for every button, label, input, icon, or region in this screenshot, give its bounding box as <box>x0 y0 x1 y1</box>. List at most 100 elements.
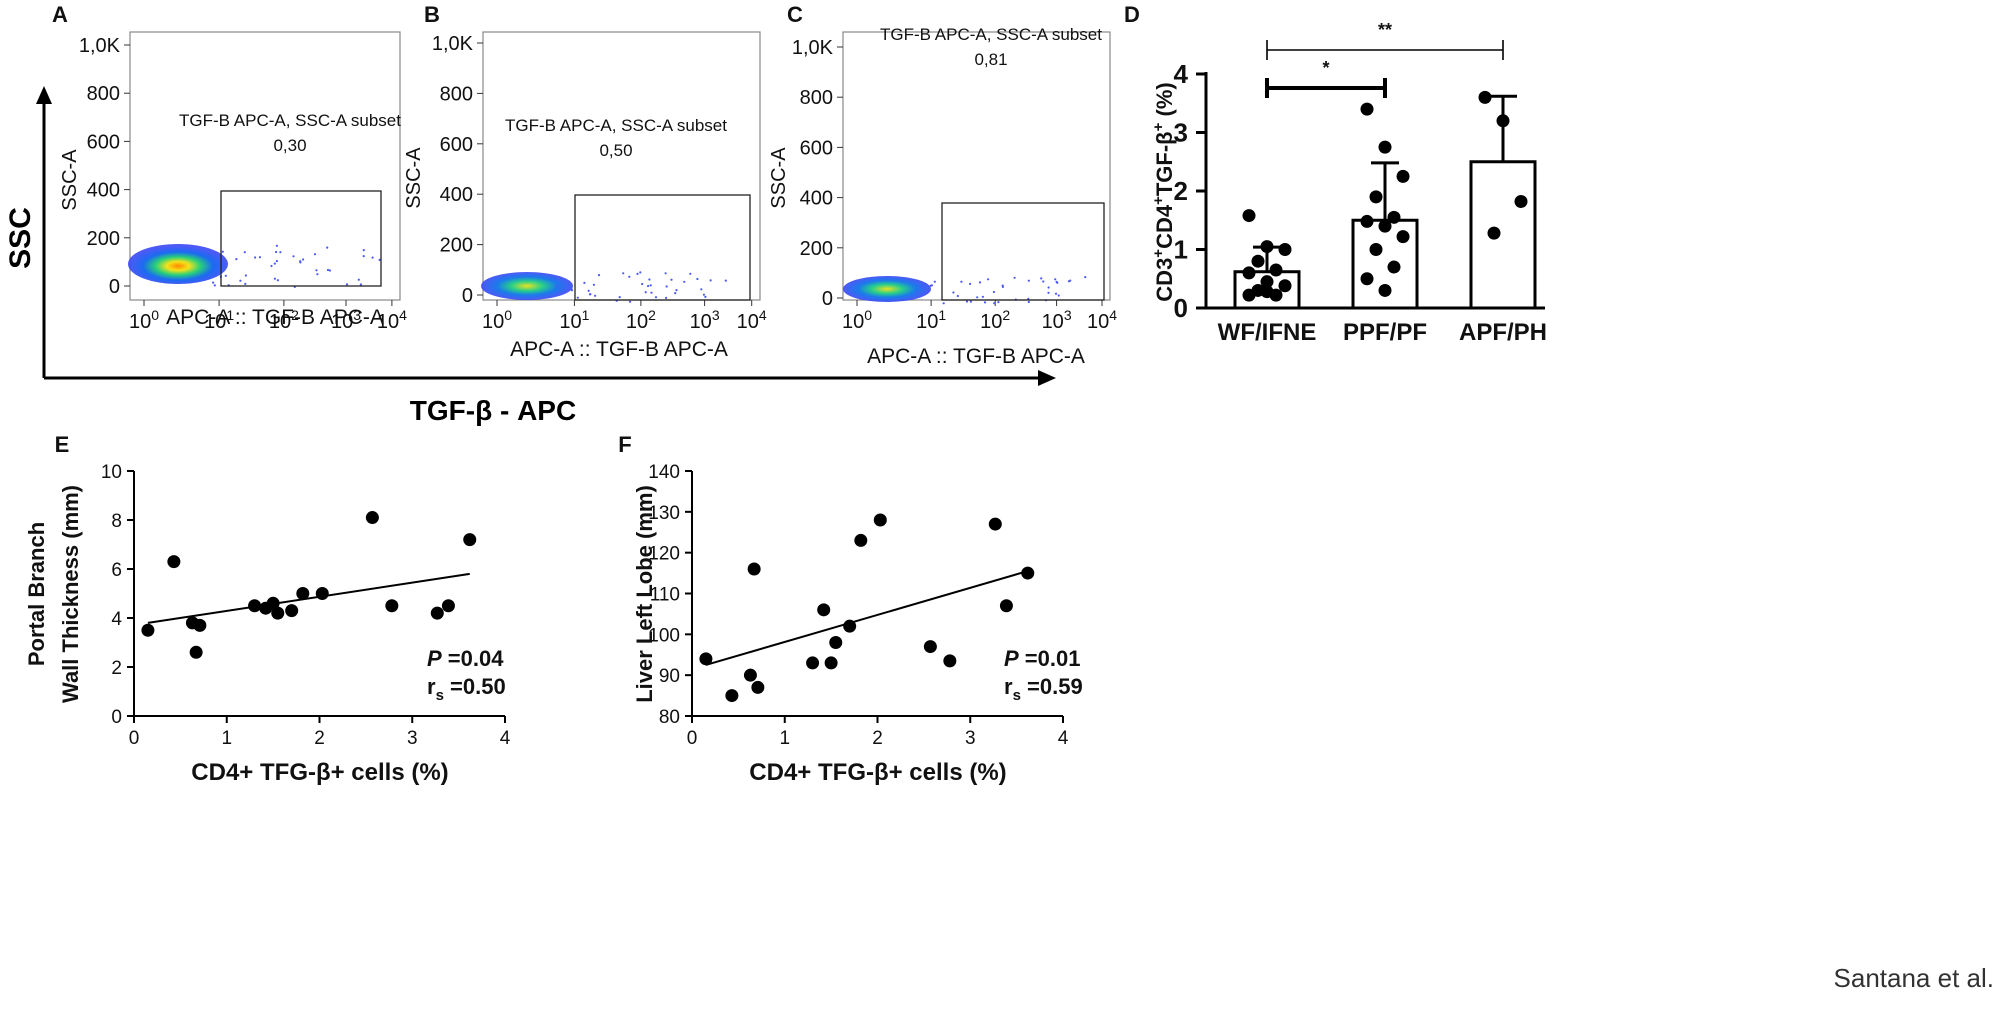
y-tick-label: 200 <box>87 228 120 250</box>
data-point <box>923 640 937 654</box>
x-tick-exponent: 4 <box>399 307 407 323</box>
event-dot <box>362 249 365 252</box>
gate-label: TGF-B APC-A, SSC-A subset <box>505 116 727 135</box>
stat-p-value: P =0.04 <box>427 646 504 671</box>
gate-value: 0,81 <box>974 50 1007 69</box>
data-point <box>1478 90 1492 104</box>
event-dot <box>588 293 592 296</box>
data-point <box>988 517 1002 531</box>
data-point <box>285 604 299 618</box>
event-dot <box>275 250 278 254</box>
data-point <box>141 623 155 637</box>
event-dot <box>709 279 712 282</box>
event-dot <box>275 260 278 263</box>
x-tick-exponent: 3 <box>353 307 361 323</box>
event-dot <box>1047 291 1050 294</box>
event-dot <box>650 291 653 294</box>
event-dot <box>965 300 969 303</box>
event-dot <box>930 284 934 287</box>
y-tick-label: 80 <box>659 707 680 728</box>
event-dot <box>213 284 216 287</box>
data-point <box>1260 275 1274 289</box>
y-tick-label: 3 <box>1174 118 1188 148</box>
event-dot <box>378 258 381 261</box>
panel-letter-a: A <box>52 2 68 27</box>
stat-r-symbol: r <box>1004 674 1013 699</box>
event-dot <box>704 295 707 298</box>
y-tick-label: 100 <box>648 625 680 646</box>
y-tick-label: 800 <box>800 87 833 109</box>
y-tick-label: 130 <box>648 503 680 524</box>
scatter-panel-f: F 80 90 100 110 120 130 140 0 1 2 3 4 Liver Left Lobe… <box>618 432 1082 786</box>
x-tick-label: 103 <box>331 307 361 333</box>
y-tick-label: 120 <box>648 544 680 565</box>
event-dot <box>622 272 625 275</box>
gate-label: TGF-B APC-A, SSC-A subset <box>880 25 1102 44</box>
data-point <box>1496 114 1510 128</box>
event-dot <box>689 272 692 275</box>
x-tick-exponent: 4 <box>759 307 767 323</box>
x-tick-label: 0 <box>687 728 698 749</box>
panel-letter-c: C <box>787 2 803 27</box>
y-tick-label: 4 <box>111 609 122 630</box>
significance-label: ** <box>1378 20 1392 40</box>
event-dot <box>235 258 238 261</box>
data-point <box>1260 285 1274 299</box>
event-dot <box>960 280 963 283</box>
data-point <box>248 599 262 613</box>
y-axis-label: CD3+CD4+TGF-β+ (%) <box>1150 82 1177 301</box>
x-tick-label: 100 <box>482 307 512 333</box>
y-tick-label: 600 <box>87 131 120 153</box>
stat-r-subscript: s <box>436 687 444 704</box>
bar-apf-ph <box>1469 160 1537 310</box>
event-dot <box>244 274 247 277</box>
x-axis-label: APC-A :: TGF-B APC-A <box>510 338 728 361</box>
x-tick-label: 104 <box>737 307 767 333</box>
event-dot <box>976 296 979 299</box>
event-dot <box>292 255 295 258</box>
event-dot <box>315 269 318 272</box>
event-dot <box>649 284 652 287</box>
stat-r-text: =0.50 <box>444 674 506 699</box>
x-tick-base: 10 <box>916 311 938 333</box>
event-dot <box>345 283 349 286</box>
x-tick-label: 102 <box>626 307 656 333</box>
y-tick-label: 0 <box>822 288 833 310</box>
data-point <box>296 587 310 600</box>
event-dot <box>983 301 987 304</box>
data-point <box>1514 195 1528 209</box>
gate-label: TGF-B APC-A, SSC-A subset <box>179 111 401 130</box>
scatter-panel-e: E 0 2 4 6 8 10 0 1 2 3 4 Portal Branch Wall Thickness… <box>24 432 511 786</box>
event-dot <box>276 279 279 282</box>
y-tick-label: 1 <box>1174 235 1188 265</box>
y-tick-label: 6 <box>111 560 122 581</box>
event-dot <box>299 261 302 264</box>
event-dot <box>1084 276 1087 279</box>
event-dot <box>302 258 305 261</box>
stat-r-symbol: r <box>427 674 436 699</box>
x-tick-exponent: 0 <box>151 307 159 323</box>
x-tick-label: 2 <box>872 728 883 749</box>
event-dot <box>628 300 632 303</box>
x-tick-label: 101 <box>559 307 589 333</box>
stat-r-value: rs =0.59 <box>1004 674 1083 704</box>
y-tick-label: 0 <box>462 285 473 307</box>
panel-letter-f: F <box>618 432 631 457</box>
y-axis-label: Wall Thickness (mm) <box>58 485 83 703</box>
event-dot <box>724 279 727 282</box>
event-dot <box>978 281 982 284</box>
panel-letter-e: E <box>55 432 70 457</box>
data-point <box>1396 169 1410 183</box>
x-tick-base: 10 <box>559 311 581 333</box>
event-dot <box>326 246 329 249</box>
panel-letter-d: D <box>1124 2 1140 27</box>
event-dot <box>683 280 686 283</box>
gate-value: 0,50 <box>599 141 632 160</box>
event-dot <box>316 273 319 276</box>
y-axis-label: Portal Branch <box>24 522 49 666</box>
x-tick-label: 102 <box>980 307 1010 333</box>
y-tick-label: 1,0K <box>792 37 834 59</box>
x-tick-label: 3 <box>407 728 418 749</box>
